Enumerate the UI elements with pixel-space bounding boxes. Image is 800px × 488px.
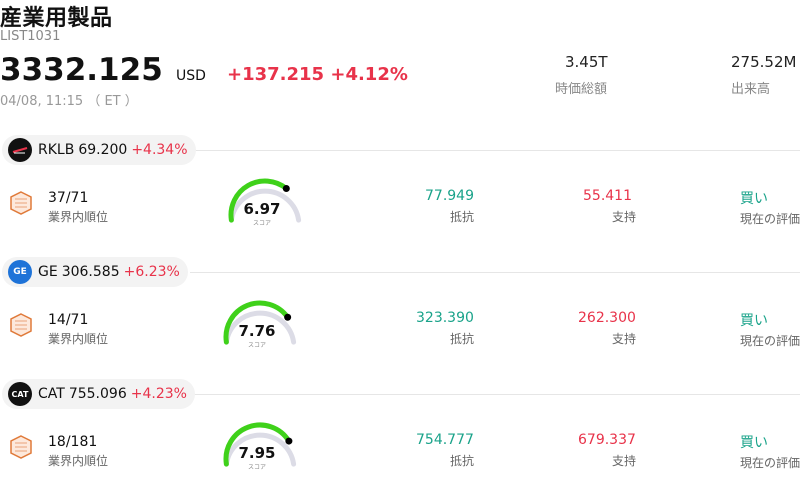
- support-label: 支持: [612, 332, 637, 346]
- index-change: +137.215 +4.12%: [227, 64, 408, 85]
- volume-label: 出来高: [731, 82, 771, 97]
- score-value: 6.97: [243, 200, 281, 218]
- stock-price: 755.096: [68, 386, 127, 402]
- support-value: 679.337: [578, 432, 636, 448]
- stock-pill-cat[interactable]: CAT CAT 755.096 +4.23%: [2, 379, 195, 409]
- industry-rank-label: 業界内順位: [48, 454, 109, 468]
- industry-rank-value: 14/71: [48, 312, 89, 328]
- stock-price: 69.200: [78, 142, 128, 158]
- resistance-value: 77.949: [425, 188, 474, 204]
- resistance-label: 抵抗: [450, 332, 475, 346]
- row-separator: [190, 272, 800, 273]
- stock-symbol: GE: [38, 264, 58, 280]
- score-label: スコア: [247, 342, 266, 349]
- market-cap-label: 時価総額: [555, 82, 608, 97]
- index-price: 3332.125: [0, 52, 163, 88]
- resistance-value: 323.390: [416, 310, 474, 326]
- timestamp: 04/08, 11:15 （ ET ）: [0, 94, 138, 109]
- industry-rank-icon: [8, 434, 34, 460]
- support-label: 支持: [612, 210, 637, 224]
- industry-rank-icon: [8, 190, 34, 216]
- industry-rank-value: 18/181: [48, 434, 98, 450]
- score-gauge: [220, 419, 310, 471]
- score-gauge: [225, 175, 315, 227]
- support-label: 支持: [612, 454, 637, 468]
- rocketlab-logo-icon: [8, 138, 32, 162]
- page-title: 産業用製品: [0, 6, 113, 31]
- rating-value: 買い: [740, 191, 768, 207]
- stock-pill-ge[interactable]: GE GE 306.585 +6.23%: [2, 257, 188, 287]
- rating-value: 買い: [740, 435, 768, 451]
- stock-symbol: RKLB: [38, 142, 75, 158]
- stock-pill-rklb[interactable]: RKLB 69.200 +4.34%: [2, 135, 196, 165]
- stock-symbol: CAT: [38, 386, 65, 402]
- resistance-label: 抵抗: [450, 454, 475, 468]
- market-cap-value: 3.45T: [565, 53, 608, 71]
- change-value: +137.215: [227, 64, 325, 85]
- score-gauge: [220, 297, 310, 349]
- stock-price: 306.585: [61, 264, 120, 280]
- rating-label: 現在の評価: [740, 334, 800, 348]
- row-separator: [190, 394, 800, 395]
- score-value: 7.95: [238, 444, 276, 462]
- support-value: 55.411: [583, 188, 632, 204]
- rating-label: 現在の評価: [740, 212, 800, 226]
- industry-rank-value: 37/71: [48, 190, 89, 206]
- score-label: スコア: [247, 464, 266, 471]
- rating-value: 買い: [740, 313, 768, 329]
- stock-change-percent: +6.23%: [123, 264, 180, 280]
- cat-logo-icon: CAT: [8, 382, 32, 406]
- industry-rank-icon: [8, 312, 34, 338]
- stock-change-percent: +4.34%: [131, 142, 188, 158]
- row-separator: [190, 150, 800, 151]
- volume-value: 275.52M: [731, 53, 797, 71]
- industry-rank-label: 業界内順位: [48, 332, 109, 346]
- index-code: LIST1031: [0, 29, 61, 44]
- currency-label: USD: [176, 68, 206, 84]
- stock-change-percent: +4.23%: [130, 386, 187, 402]
- score-label: スコア: [252, 220, 271, 227]
- resistance-value: 754.777: [416, 432, 474, 448]
- support-value: 262.300: [578, 310, 636, 326]
- change-percent: +4.12%: [330, 64, 408, 85]
- score-value: 7.76: [238, 322, 276, 340]
- rating-label: 現在の評価: [740, 456, 800, 470]
- industry-rank-label: 業界内順位: [48, 210, 109, 224]
- resistance-label: 抵抗: [450, 210, 475, 224]
- ge-logo-icon: GE: [8, 260, 32, 284]
